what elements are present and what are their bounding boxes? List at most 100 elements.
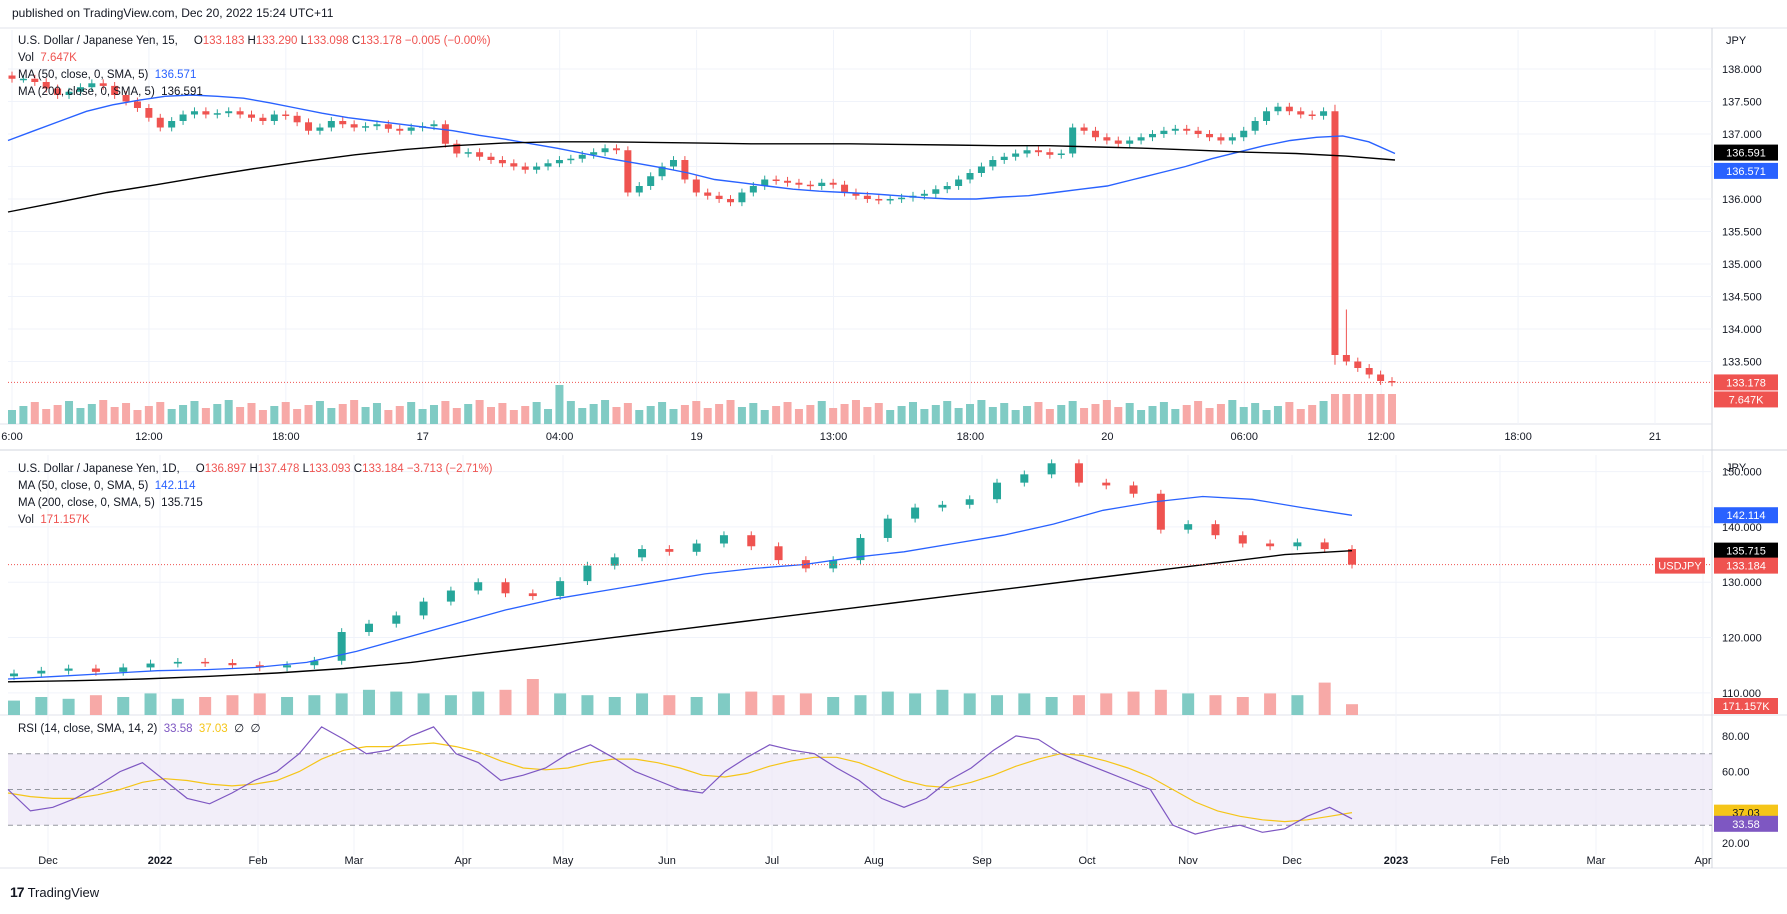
daily-volume-tag-bg bbox=[1714, 698, 1778, 714]
top-candle-body bbox=[282, 114, 290, 116]
daily-candle-body bbox=[37, 670, 46, 674]
top-candle-body bbox=[362, 126, 370, 128]
top-candle-body bbox=[236, 111, 244, 115]
top-volume-bar bbox=[1216, 404, 1225, 424]
top-volume-bar bbox=[874, 403, 883, 424]
daily-candle-body bbox=[1266, 543, 1275, 547]
daily-candle-body bbox=[1211, 524, 1220, 536]
daily-low: 133.093 bbox=[308, 463, 351, 475]
top-low: 133.098 bbox=[307, 35, 349, 47]
top-volume-bar bbox=[521, 406, 530, 424]
top-xtick-label: 12:00 bbox=[135, 431, 163, 443]
rsi-ma-value: 37.03 bbox=[198, 723, 228, 735]
top-candle-body bbox=[1194, 130, 1202, 134]
top-volume-bar bbox=[190, 401, 199, 424]
top-candle-body bbox=[1228, 137, 1236, 141]
top-candle-body bbox=[749, 186, 757, 193]
top-volume-bar bbox=[1159, 402, 1168, 424]
top-symbol: U.S. Dollar / Japanese Yen, 15, bbox=[18, 35, 178, 47]
top-volume-bar bbox=[966, 404, 975, 424]
daily-volume-bar bbox=[417, 693, 430, 715]
top-volume-bar bbox=[327, 408, 336, 424]
top-change: −0.005 (−0.00%) bbox=[404, 35, 491, 47]
daily-xtick-label: Nov bbox=[1178, 855, 1198, 867]
top-candle-body bbox=[316, 127, 324, 131]
top-volume-bar bbox=[258, 410, 267, 424]
daily-volume-bar bbox=[89, 695, 102, 715]
top-ma200-line bbox=[7, 141, 1396, 213]
daily-candle-body bbox=[938, 504, 947, 508]
daily-candle-body bbox=[583, 565, 592, 582]
top-candle-body bbox=[761, 179, 769, 186]
top-candle-body bbox=[943, 186, 951, 190]
daily-legend-ma50-row: MA (50, close, 0, SMA, 5) 142.114 bbox=[18, 478, 196, 494]
top-volume-bar bbox=[669, 409, 678, 424]
top-volume-bar bbox=[1011, 410, 1020, 424]
top-legend-vol-row: Vol 7.647K bbox=[18, 50, 77, 66]
rsi-ytick-label: 80.00 bbox=[1722, 731, 1750, 743]
top-candle-body bbox=[168, 121, 176, 128]
daily-candle-body bbox=[1047, 463, 1056, 475]
daily-xtick-label: Mar bbox=[1587, 855, 1606, 867]
top-volume-bar bbox=[475, 400, 484, 424]
top-volume-bar bbox=[236, 407, 245, 424]
top-volume-bar bbox=[908, 402, 917, 424]
top-candle-body bbox=[955, 179, 963, 186]
daily-candle-body bbox=[337, 632, 346, 661]
top-xtick-label: 12:00 bbox=[1367, 431, 1395, 443]
top-volume-bar bbox=[1148, 406, 1157, 424]
top-candle-body bbox=[373, 124, 381, 127]
top-volume-bar bbox=[817, 401, 826, 424]
top-candle-body bbox=[111, 85, 119, 95]
top-volume-bar bbox=[806, 405, 815, 424]
top-volume-bar bbox=[1262, 410, 1271, 424]
top-volume-bar bbox=[429, 405, 438, 424]
tradingview-brand[interactable]: 17 TradingView bbox=[10, 884, 99, 900]
daily-candle-body bbox=[419, 601, 428, 616]
top-candle-body bbox=[122, 95, 130, 102]
daily-ytick-label: 110.000 bbox=[1722, 688, 1761, 700]
top-candle-body bbox=[1148, 134, 1156, 138]
top-candle-body bbox=[1000, 156, 1008, 160]
daily-change: −3.713 (−2.71%) bbox=[406, 463, 493, 475]
top-candle-body bbox=[1320, 111, 1328, 116]
top-candle-body bbox=[624, 150, 632, 193]
top-candle-body bbox=[669, 160, 677, 167]
top-candle-body bbox=[1034, 150, 1042, 153]
daily-candle-body bbox=[774, 546, 783, 561]
daily-volume-bar bbox=[1018, 693, 1031, 715]
daily-ytick-label: 130.000 bbox=[1722, 577, 1762, 589]
daily-volume-bar bbox=[799, 693, 812, 715]
daily-xtick-label: Jul bbox=[765, 855, 779, 867]
top-xtick-label: 21 bbox=[1649, 431, 1661, 443]
top-currency-label: JPY bbox=[1726, 35, 1747, 47]
top-candle-body bbox=[88, 83, 96, 88]
top-volume-bar bbox=[1353, 394, 1362, 424]
top-candle-body bbox=[76, 87, 84, 92]
top-candle-body bbox=[1274, 106, 1282, 112]
top-candle-body bbox=[430, 124, 438, 127]
daily-volume-bar bbox=[253, 693, 266, 715]
daily-symbol: U.S. Dollar / Japanese Yen, 1D, bbox=[18, 463, 180, 475]
top-candle-body bbox=[612, 148, 620, 151]
top-candle-body bbox=[259, 117, 267, 121]
daily-volume-bar bbox=[335, 693, 348, 715]
daily-volume-bar bbox=[1127, 691, 1140, 715]
daily-candle-body bbox=[91, 668, 100, 672]
top-volume-bar bbox=[1125, 403, 1134, 424]
daily-candle-body bbox=[883, 518, 892, 538]
daily-legend-vol-row: Vol 171.157K bbox=[18, 512, 90, 528]
rsi-ytick-label: 20.00 bbox=[1722, 838, 1750, 850]
daily-volume-bar bbox=[499, 689, 512, 715]
daily-volume-bar bbox=[1209, 695, 1222, 715]
top-candle-body bbox=[920, 193, 928, 196]
top-xtick-label: 20 bbox=[1101, 431, 1113, 443]
top-volume-bar bbox=[1045, 409, 1054, 424]
top-volume-bar bbox=[988, 407, 997, 424]
daily-ma50-tag-bg bbox=[1714, 507, 1778, 524]
daily-volume-bar bbox=[444, 695, 457, 715]
top-candle-body bbox=[1183, 128, 1191, 131]
daily-ytick-label: 120.000 bbox=[1722, 633, 1762, 645]
top-volume-bar bbox=[122, 403, 131, 424]
